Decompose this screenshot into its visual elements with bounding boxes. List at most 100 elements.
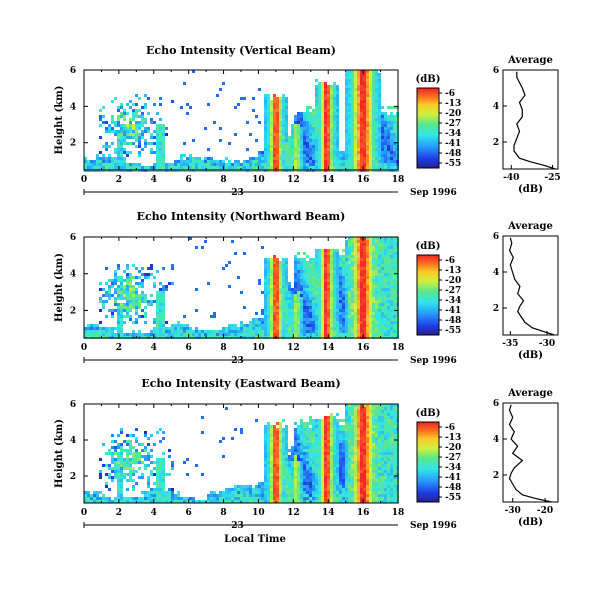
heatmap-cell — [366, 282, 369, 285]
heatmap-cell — [144, 130, 147, 133]
heatmap-cell — [300, 166, 303, 169]
heatmap-cell — [369, 243, 372, 246]
heatmap-cell — [120, 133, 123, 136]
heatmap-cell — [369, 309, 372, 312]
heatmap-cell — [321, 145, 324, 148]
heatmap-cell — [333, 267, 336, 270]
heatmap-cell — [279, 452, 282, 455]
heatmap-cell — [306, 145, 309, 148]
heatmap-cell — [312, 112, 315, 115]
heatmap-cell — [264, 500, 267, 503]
heatmap-cell — [372, 240, 375, 243]
heatmap-cell — [357, 330, 360, 333]
heatmap-cell — [129, 440, 132, 443]
heatmap-cell — [327, 491, 330, 494]
heatmap-cell — [309, 306, 312, 309]
heatmap-cell — [270, 479, 273, 482]
heatmap-cell — [318, 154, 321, 157]
heatmap-cell — [144, 446, 147, 449]
heatmap-cell — [366, 270, 369, 273]
heatmap-cell — [303, 333, 306, 336]
heatmap-cell — [369, 82, 372, 85]
heatmap-cell — [258, 160, 261, 163]
heatmap-cell — [351, 148, 354, 151]
heatmap-cell — [123, 163, 126, 166]
heatmap-cell — [114, 160, 117, 163]
heatmap-cell — [276, 458, 279, 461]
heatmap-cell — [363, 109, 366, 112]
heatmap-cell — [144, 94, 147, 97]
x-tick-label: 2 — [116, 343, 122, 353]
heatmap-cell — [297, 470, 300, 473]
heatmap-cell — [303, 464, 306, 467]
heatmap-cell — [345, 315, 348, 318]
heatmap-cell — [273, 112, 276, 115]
heatmap-cell — [294, 306, 297, 309]
heatmap-cell — [360, 94, 363, 97]
heatmap-cell — [261, 330, 264, 333]
heatmap-cell — [270, 291, 273, 294]
heatmap-cell — [369, 327, 372, 330]
heatmap-cell — [375, 267, 378, 270]
heatmap-cell — [192, 500, 195, 503]
heatmap-cell — [333, 431, 336, 434]
heatmap-cell — [132, 124, 135, 127]
heatmap-cell — [141, 282, 144, 285]
heatmap-cell — [285, 297, 288, 300]
heatmap-cell — [363, 145, 366, 148]
heatmap-cell — [306, 118, 309, 121]
heatmap-cell — [369, 315, 372, 318]
colorbar-step — [417, 321, 439, 323]
heatmap-cell — [345, 103, 348, 106]
heatmap-cell — [300, 288, 303, 291]
heatmap-cell — [108, 288, 111, 291]
heatmap-cell — [273, 497, 276, 500]
heatmap-cell — [150, 330, 153, 333]
heatmap-cell — [294, 455, 297, 458]
heatmap-cell — [108, 473, 111, 476]
heatmap-cell — [357, 264, 360, 267]
heatmap-cell — [129, 151, 132, 154]
heatmap-cell — [378, 118, 381, 121]
heatmap-cell — [114, 449, 117, 452]
heatmap-cell — [303, 422, 306, 425]
heatmap-cell — [360, 97, 363, 100]
heatmap-cell — [306, 431, 309, 434]
heatmap-cell — [330, 416, 333, 419]
heatmap-cell — [159, 470, 162, 473]
heatmap-cell — [324, 249, 327, 252]
colorbar-step — [417, 110, 439, 112]
heatmap-cell — [159, 166, 162, 169]
heatmap-cell — [372, 246, 375, 249]
heatmap-cell — [255, 166, 258, 169]
heatmap-cell — [366, 88, 369, 91]
heatmap-cell — [240, 431, 243, 434]
heatmap-cell — [378, 291, 381, 294]
heatmap-cell — [141, 118, 144, 121]
heatmap-cell — [129, 273, 132, 276]
heatmap-cell — [342, 166, 345, 169]
heatmap-cell — [216, 500, 219, 503]
heatmap-cell — [372, 157, 375, 160]
heatmap-cell — [126, 464, 129, 467]
heatmap-cell — [117, 321, 120, 324]
heatmap-cell — [315, 157, 318, 160]
heatmap-cell — [381, 121, 384, 124]
heatmap-cell — [372, 76, 375, 79]
heatmap-cell — [315, 112, 318, 115]
heatmap-cell — [324, 285, 327, 288]
heatmap-cell — [195, 160, 198, 163]
heatmap-cell — [318, 127, 321, 130]
heatmap-cell — [363, 79, 366, 82]
heatmap-cell — [363, 267, 366, 270]
heatmap-cell — [327, 282, 330, 285]
heatmap-cell — [108, 452, 111, 455]
heatmap-cell — [369, 73, 372, 76]
heatmap-cell — [390, 291, 393, 294]
heatmap-cell — [333, 88, 336, 91]
heatmap-cell — [165, 288, 168, 291]
heatmap-cell — [138, 163, 141, 166]
heatmap-cell — [366, 258, 369, 261]
heatmap-cell — [318, 255, 321, 258]
heatmap-cell — [249, 166, 252, 169]
